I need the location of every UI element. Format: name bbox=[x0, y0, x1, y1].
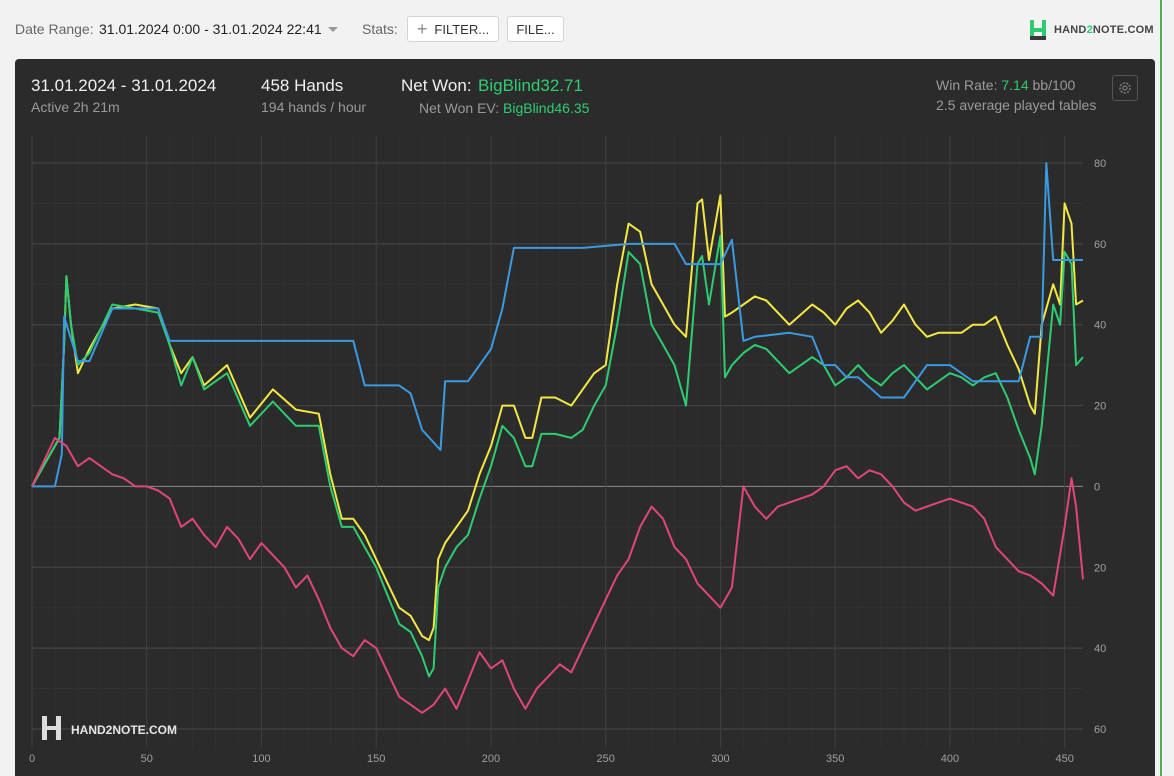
net-won-ev-value: BigBlind46.35 bbox=[503, 100, 590, 116]
hands-count: 458 Hands bbox=[261, 76, 344, 95]
stats-label: Stats: bbox=[362, 21, 398, 37]
y-tick-label: 60 bbox=[1094, 724, 1106, 736]
graph-panel: 31.01.2024 - 31.01.2024 Active 2h 21m 45… bbox=[15, 59, 1155, 776]
y-tick-label: 0 bbox=[1094, 481, 1100, 493]
x-tick-label: 150 bbox=[367, 753, 385, 765]
window-edge bbox=[1160, 0, 1174, 776]
chart-watermark: HAND2NOTE.COM bbox=[42, 716, 177, 740]
y-tick-label: 40 bbox=[1094, 643, 1106, 655]
x-tick-label: 100 bbox=[252, 753, 270, 765]
date-range-label: Date Range: bbox=[15, 21, 94, 37]
filter-button-label: FILTER... bbox=[434, 21, 490, 37]
average-tables: 2.5 average played tables bbox=[936, 97, 1097, 113]
y-tick-label: 60 bbox=[1094, 239, 1106, 251]
y-tick-label: 80 bbox=[1094, 158, 1106, 170]
series-line-3 bbox=[32, 162, 1083, 488]
hand2note-logo-icon bbox=[1030, 20, 1046, 40]
brand-logo: HAND2NOTE.COM bbox=[1028, 18, 1154, 42]
x-tick-label: 250 bbox=[597, 753, 615, 765]
filter-button[interactable]: + FILTER... bbox=[407, 16, 499, 42]
gear-icon bbox=[1119, 82, 1131, 94]
chevron-down-icon[interactable] bbox=[328, 27, 338, 32]
x-tick-label: 300 bbox=[711, 753, 729, 765]
series-line-4 bbox=[31, 436, 1084, 714]
net-won-value: BigBlind32.71 bbox=[478, 76, 583, 95]
active-time: Active 2h 21m bbox=[31, 99, 120, 115]
x-tick-label: 50 bbox=[141, 753, 153, 765]
brand-name: HAND2NOTE.COM bbox=[1054, 24, 1154, 36]
file-button[interactable]: FILE... bbox=[507, 16, 564, 42]
settings-button[interactable] bbox=[1112, 75, 1138, 101]
x-tick-label: 350 bbox=[826, 753, 844, 765]
date-span: 31.01.2024 - 31.01.2024 bbox=[31, 76, 217, 95]
file-button-label: FILE... bbox=[516, 21, 555, 37]
net-won-label: Net Won: bbox=[401, 76, 472, 95]
series-line-1 bbox=[31, 194, 1084, 642]
win-rate: Win Rate: 7.14 bb/100 bbox=[936, 77, 1076, 93]
x-tick-label: 200 bbox=[482, 753, 500, 765]
plus-icon: + bbox=[416, 19, 428, 39]
series-line-2 bbox=[31, 234, 1084, 678]
net-won-ev-label: Net Won EV: bbox=[419, 100, 500, 116]
x-tick-label: 450 bbox=[1055, 753, 1073, 765]
date-range-select[interactable]: 31.01.2024 0:00 - 31.01.2024 22:41 bbox=[99, 21, 322, 37]
y-tick-label: 20 bbox=[1094, 562, 1106, 574]
y-tick-label: 20 bbox=[1094, 401, 1106, 413]
y-tick-label: 40 bbox=[1094, 320, 1106, 332]
watermark-text: HAND2NOTE.COM bbox=[71, 723, 177, 737]
top-toolbar: Date Range: 31.01.2024 0:00 - 31.01.2024… bbox=[0, 0, 1160, 58]
x-tick-label: 0 bbox=[29, 753, 35, 765]
x-tick-label: 400 bbox=[941, 753, 959, 765]
hands-per-hour: 194 hands / hour bbox=[261, 99, 367, 115]
